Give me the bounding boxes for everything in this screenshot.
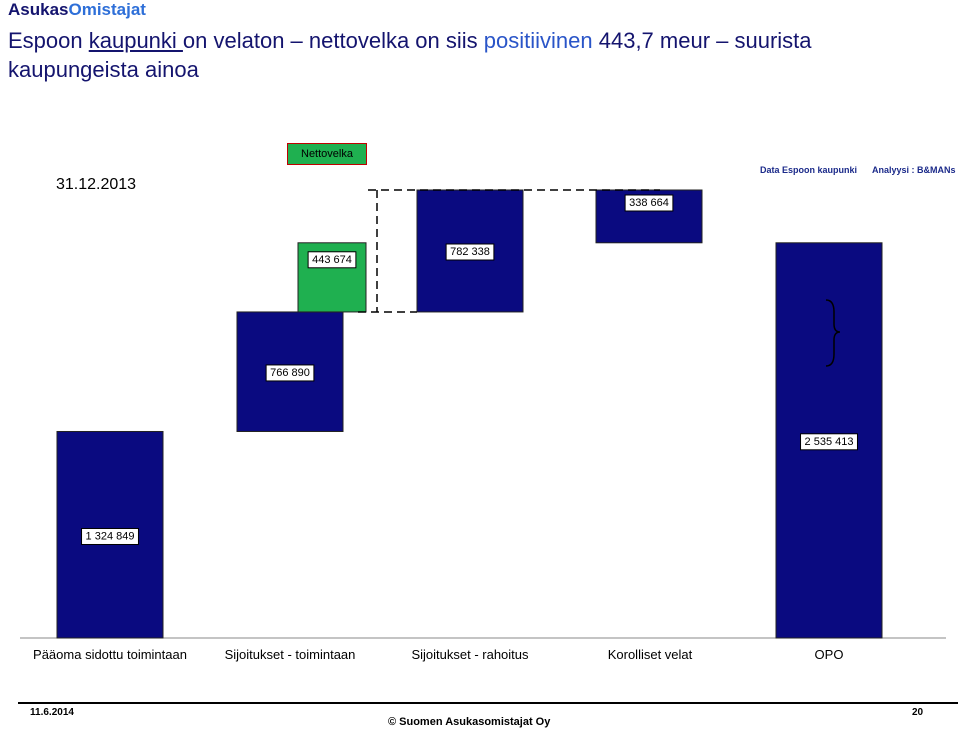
bar-label-3-box bbox=[624, 194, 674, 212]
bar-label-5-box bbox=[307, 251, 357, 269]
source-data: Data Espoon kaupunki bbox=[760, 165, 858, 175]
footer-date: 11.6.2014 bbox=[30, 707, 74, 718]
date-label: 31.12.2013 bbox=[56, 176, 137, 193]
brace-icon bbox=[825, 299, 841, 367]
bar-label-5: 443 674 bbox=[312, 254, 352, 266]
category-label-0: Pääoma sidottu toimintaan bbox=[33, 647, 187, 662]
footer-divider bbox=[18, 702, 958, 704]
page-number: 20 bbox=[912, 707, 924, 718]
page-title: Espoon kaupunki on velaton – nettovelka … bbox=[8, 28, 812, 82]
bar-label-0: 1 324 849 bbox=[86, 530, 135, 542]
logo: AsukasOmistajat bbox=[8, 0, 146, 19]
source-analysis: Analyysi : B&MANs bbox=[872, 165, 956, 175]
bar-label-2: 782 338 bbox=[450, 246, 490, 258]
bar-label-2-box bbox=[445, 243, 495, 261]
bar-label-3: 338 664 bbox=[629, 197, 669, 209]
category-label-3: Korolliset velat bbox=[608, 647, 693, 662]
category-label-2: Sijoitukset - rahoitus bbox=[411, 647, 529, 662]
bar-label-1: 766 890 bbox=[270, 367, 310, 379]
legend-nettovelka: Nettovelka bbox=[287, 143, 367, 165]
category-label-1: Sijoitukset - toimintaan bbox=[225, 647, 356, 662]
bar-label-4-box bbox=[800, 433, 858, 451]
bar-label-4: 2 535 413 bbox=[805, 436, 854, 448]
bar-label-0-box bbox=[81, 527, 139, 545]
bar-label-1-box bbox=[265, 364, 315, 382]
footer-copyright: © Suomen Asukasomistajat Oy bbox=[388, 716, 551, 728]
category-label-4: OPO bbox=[815, 647, 844, 662]
